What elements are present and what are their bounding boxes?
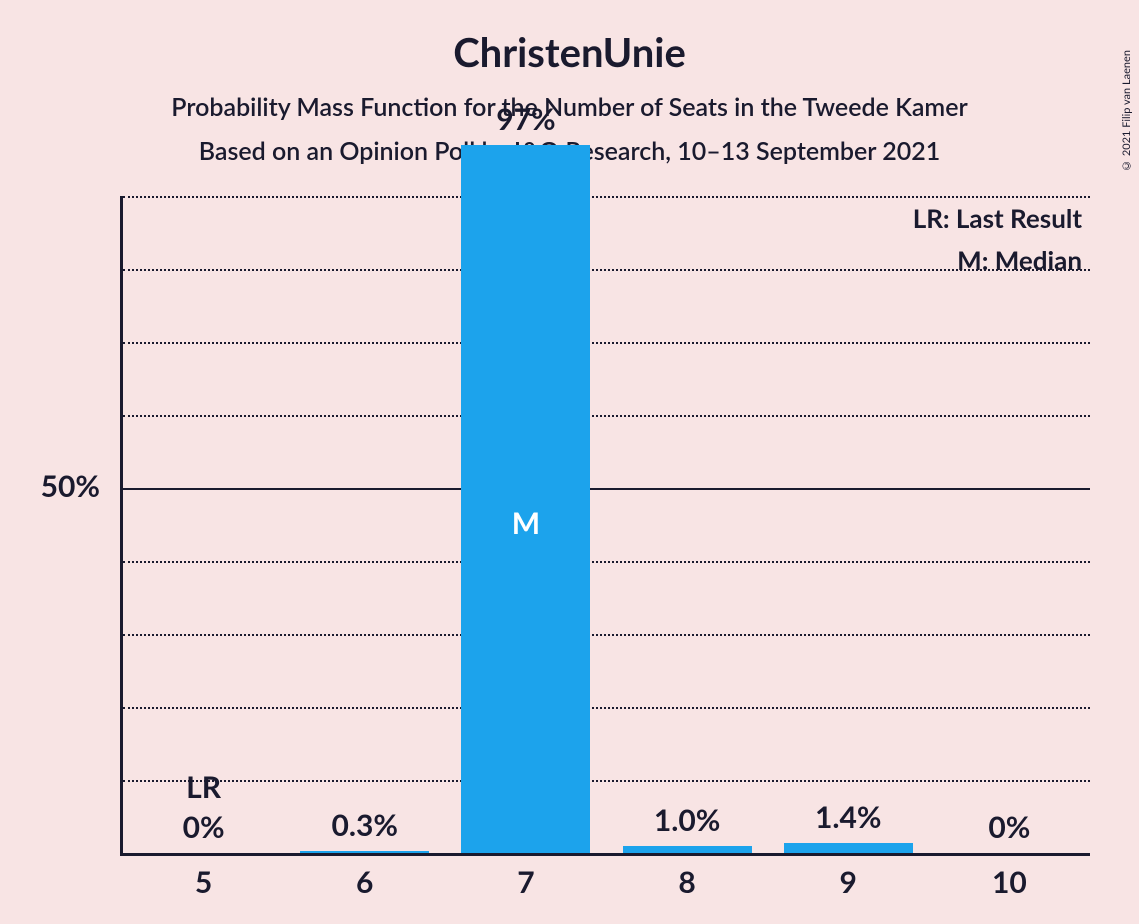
plot-wrap: 0%LR0.3%97%M1.0%1.4%0% LR: Last Result M… <box>0 186 1139 924</box>
copyright-text: © 2021 Filip van Laenen <box>1120 50 1133 172</box>
bar-7 <box>461 145 590 853</box>
x-label-6: 6 <box>284 864 445 900</box>
bar-slot-8: 1.0% <box>607 196 768 853</box>
bar-value-6: 0.3% <box>284 807 445 843</box>
bar-9 <box>784 843 913 853</box>
bar-8 <box>623 846 752 853</box>
bar-slot-9: 1.4% <box>768 196 929 853</box>
plot-area: 0%LR0.3%97%M1.0%1.4%0% LR: Last Result M… <box>120 196 1090 856</box>
bar-slot-6: 0.3% <box>284 196 445 853</box>
x-label-10: 10 <box>929 864 1090 900</box>
bar-value-5: 0% <box>123 809 284 845</box>
y-axis-line <box>120 196 123 856</box>
bar-value-7: 97% <box>445 101 606 137</box>
bars-container: 0%LR0.3%97%M1.0%1.4%0% <box>123 196 1090 853</box>
bar-slot-7: 97%M <box>445 196 606 853</box>
bar-slot-10: 0% <box>929 196 1090 853</box>
x-label-9: 9 <box>768 864 929 900</box>
x-label-8: 8 <box>607 864 768 900</box>
legend-lr: LR: Last Result <box>913 202 1082 234</box>
bar-value-10: 0% <box>929 809 1090 845</box>
bar-value-9: 1.4% <box>768 799 929 835</box>
legend: LR: Last Result M: Median <box>913 202 1082 286</box>
y-axis-label-50: 50% <box>0 468 100 504</box>
bar-value-8: 1.0% <box>607 802 768 838</box>
bar-slot-5: 0% LR <box>123 196 284 853</box>
x-label-7: 7 <box>445 864 606 900</box>
x-axis-labels: 5678910 <box>123 864 1090 914</box>
bar-marker-m: M <box>445 505 606 541</box>
x-label-5: 5 <box>123 864 284 900</box>
chart-title: ChristenUnie <box>0 0 1139 76</box>
x-axis-line <box>120 853 1090 856</box>
legend-m: M: Median <box>913 244 1082 276</box>
bar-marker-lr: LR <box>123 769 284 805</box>
